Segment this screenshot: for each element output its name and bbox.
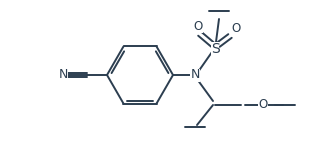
- Text: N: N: [58, 69, 68, 81]
- Text: N: N: [190, 69, 200, 81]
- Text: O: O: [193, 20, 203, 33]
- Text: S: S: [211, 42, 219, 56]
- Text: O: O: [231, 22, 241, 36]
- Text: O: O: [258, 99, 268, 111]
